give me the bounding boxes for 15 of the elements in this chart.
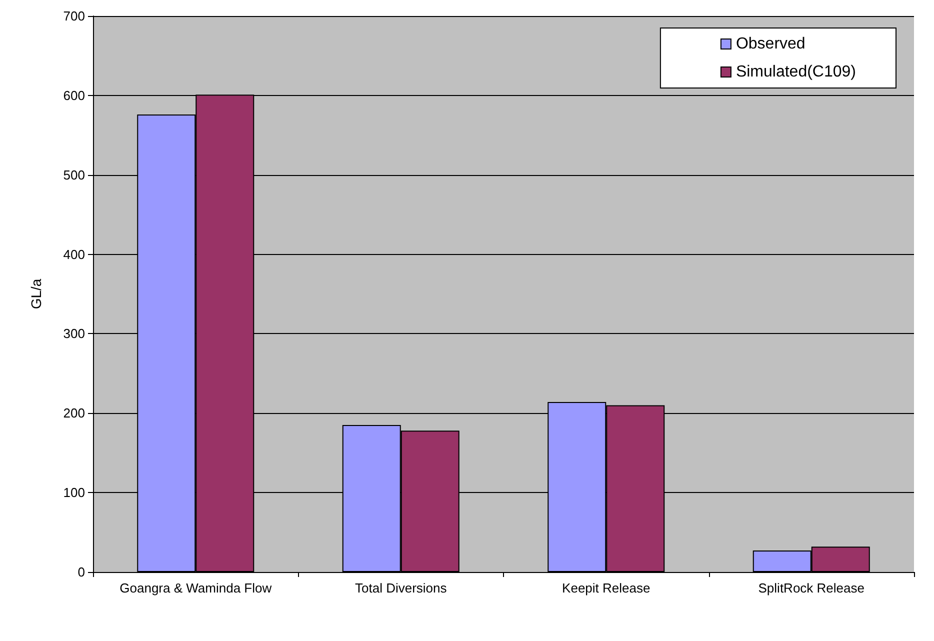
legend-label: Observed: [736, 36, 806, 52]
y-tick-label: 200: [63, 406, 85, 421]
y-tick-label: 100: [63, 485, 85, 500]
x-tick-label: Goangra & Waminda Flow: [120, 580, 272, 596]
y-tick-label: 300: [63, 326, 85, 342]
y-axis-title: GL/a: [28, 278, 44, 310]
y-tick-label: 500: [63, 167, 85, 182]
x-tick-label: Keepit Release: [562, 580, 650, 596]
y-tick-label: 400: [63, 246, 85, 262]
x-tick-label: Total Diversions: [354, 580, 448, 596]
y-tick-label: 0: [78, 564, 85, 580]
y-tick-label: 700: [63, 8, 85, 24]
y-tick-label: 600: [63, 88, 85, 103]
x-tick-label: SplitRock Release: [758, 580, 864, 596]
legend-label: Simulated(C109): [736, 64, 856, 80]
